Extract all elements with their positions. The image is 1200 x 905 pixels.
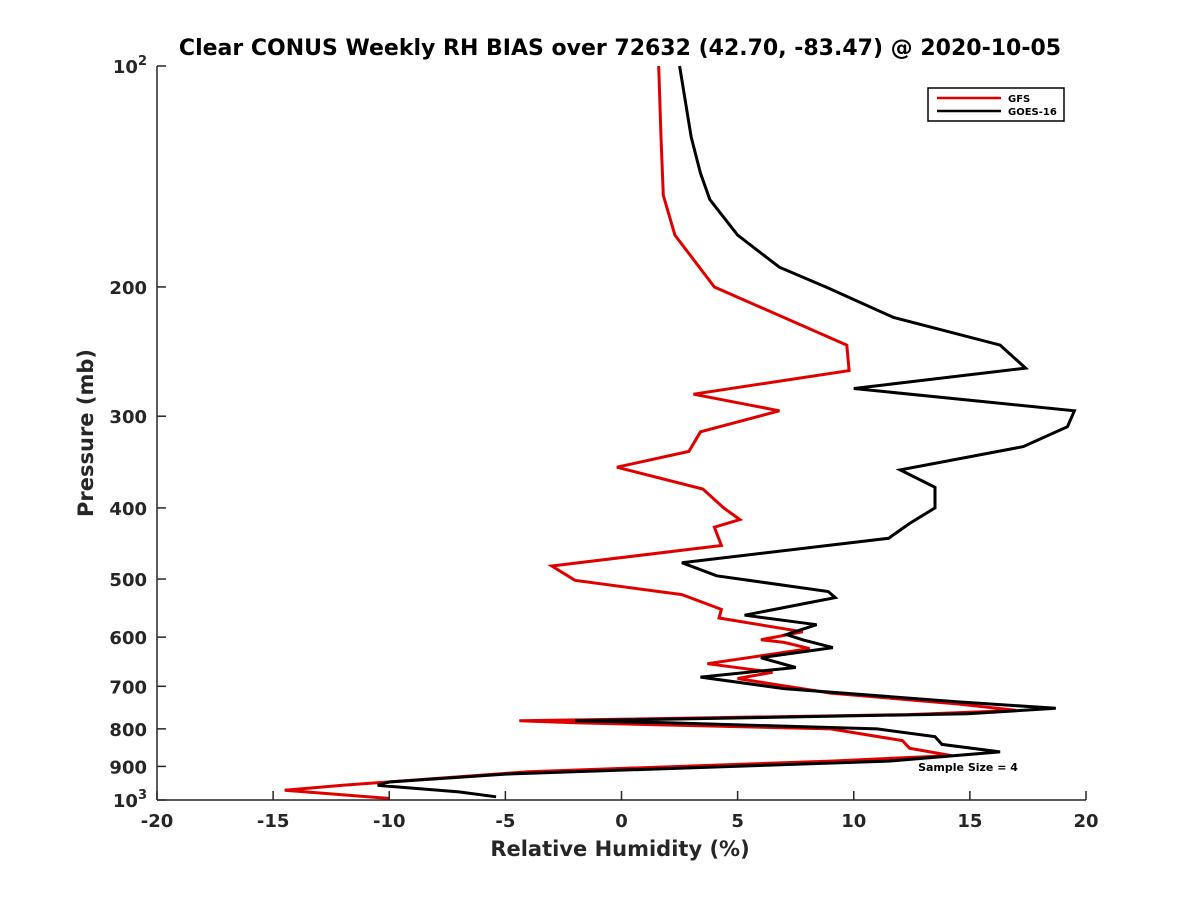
series-line-gfs <box>284 65 1017 800</box>
y-tick-label: 300 <box>109 407 147 428</box>
x-tick-label: -20 <box>141 811 174 832</box>
series-line-goes-16 <box>377 65 1077 799</box>
legend-label: GOES-16 <box>1008 107 1057 118</box>
x-tick-label: 15 <box>957 811 982 832</box>
chart-title: Clear CONUS Weekly RH BIAS over 72632 (4… <box>179 36 1061 61</box>
x-tick-label: -10 <box>373 811 406 832</box>
y-tick-label: 800 <box>109 720 147 741</box>
x-axis-label: Relative Humidity (%) <box>490 837 749 861</box>
legend-box <box>927 87 1065 122</box>
y-tick-label: 200 <box>109 278 147 299</box>
x-tick-label: 20 <box>1073 811 1098 832</box>
x-tick-label: -5 <box>495 811 515 832</box>
x-tick-label: 0 <box>615 811 628 832</box>
y-axis-label: Pressure (mb) <box>74 349 98 517</box>
x-tick-label: 5 <box>731 811 744 832</box>
y-tick-label: 900 <box>109 757 147 778</box>
y-tick-label: 103 <box>113 788 147 812</box>
x-tick-label: -15 <box>257 811 290 832</box>
y-tick-label: 500 <box>109 570 147 591</box>
legend: GFS GOES-16 <box>927 87 1065 122</box>
x-tick-label: 10 <box>841 811 866 832</box>
y-tick-label: 600 <box>109 628 147 649</box>
series-layer <box>284 65 1077 800</box>
y-tick-label: 102 <box>113 54 147 78</box>
legend-label: GFS <box>1008 94 1030 105</box>
y-axis: 102 200 300 400 500 600 700 800 900 103 <box>109 54 166 812</box>
y-tick-label: 700 <box>109 677 147 698</box>
x-axis: -20 -15 -10 -5 0 5 10 15 20 <box>141 791 1099 832</box>
sample-size-annotation: Sample Size = 4 <box>918 761 1018 774</box>
y-tick-label: 400 <box>109 499 147 520</box>
